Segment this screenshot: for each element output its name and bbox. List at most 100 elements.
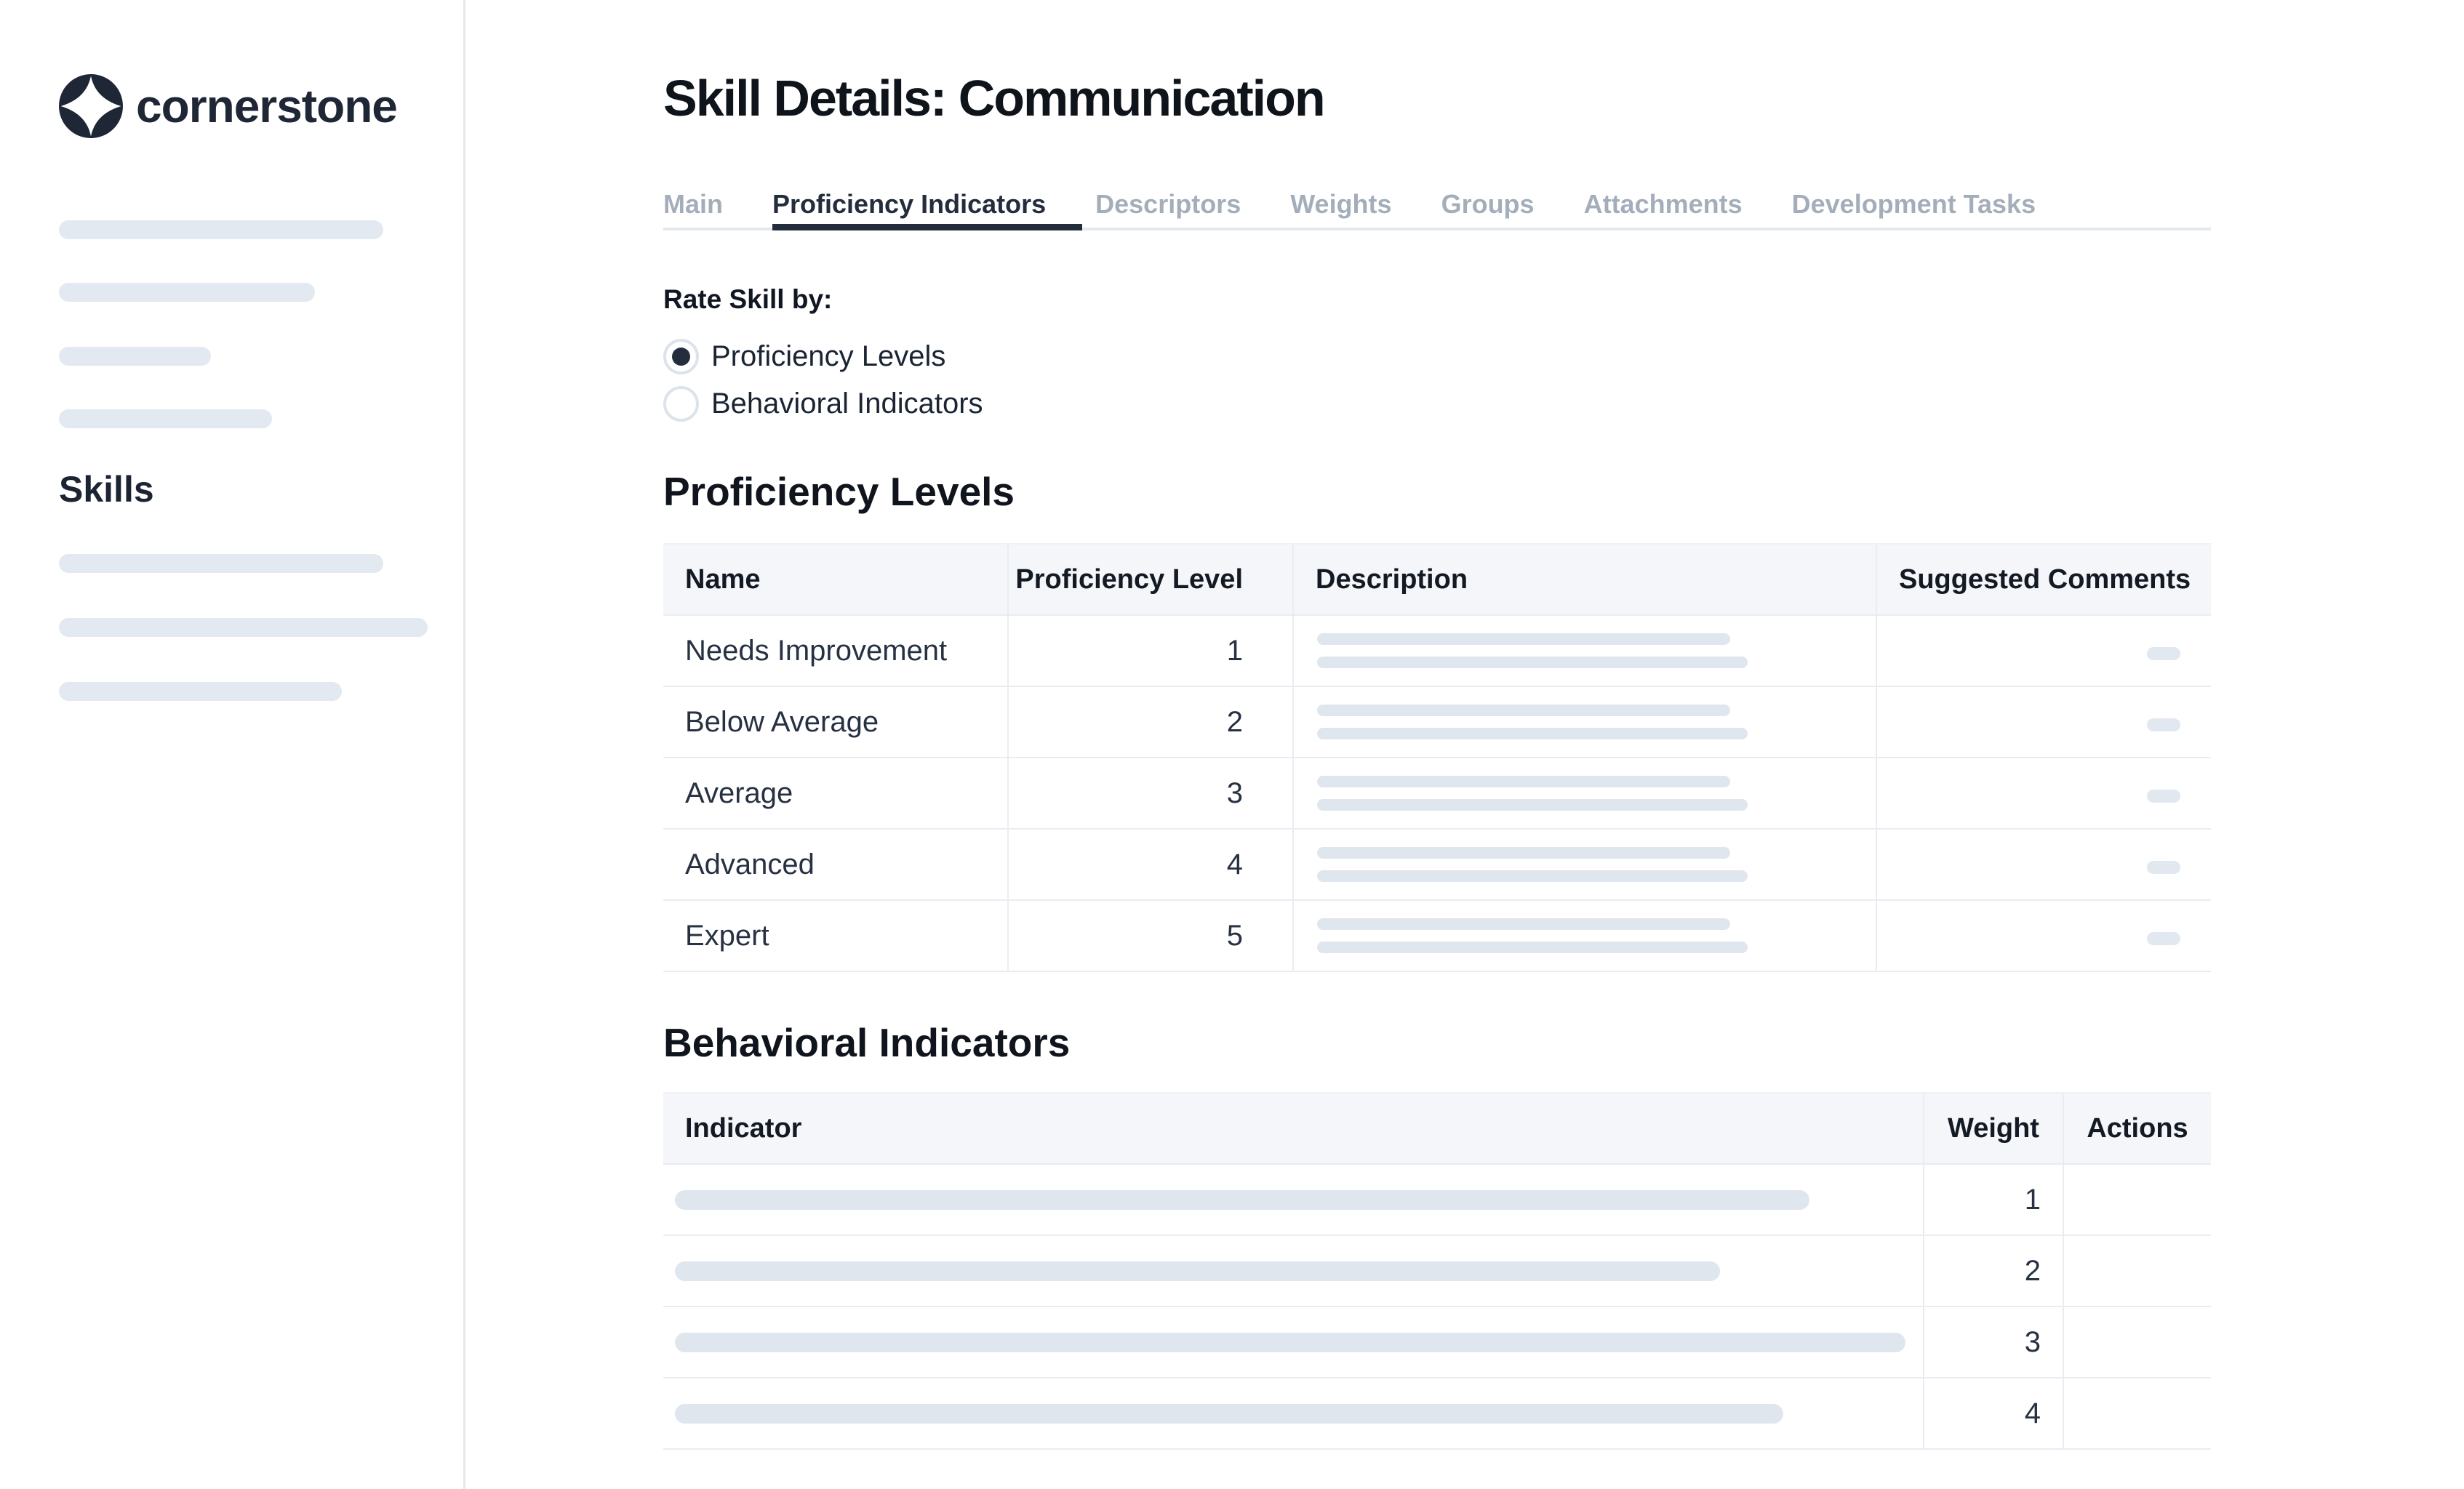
proficiency-level-value: 4 bbox=[1007, 829, 1293, 901]
tab-descriptors[interactable]: Descriptors bbox=[1095, 189, 1241, 219]
comment-placeholder-pill bbox=[2147, 646, 2180, 660]
sidebar-skills-placeholder bbox=[59, 682, 342, 701]
description-placeholder bbox=[1292, 615, 1876, 687]
sidebar-skills-placeholder bbox=[59, 554, 383, 573]
table-header-row: Indicator Weight Actions bbox=[663, 1092, 2211, 1165]
text-placeholder-bar bbox=[1317, 847, 1730, 859]
table-row: Average 3 bbox=[663, 758, 2211, 830]
text-placeholder-bar bbox=[675, 1332, 1905, 1352]
tab-bar: Main Proficiency Indicators Descriptors … bbox=[663, 191, 2211, 230]
column-header-name: Name bbox=[663, 543, 1008, 616]
proficiency-level-value: 1 bbox=[1007, 615, 1293, 687]
table-row: 4 bbox=[663, 1378, 2211, 1450]
comment-placeholder-pill bbox=[2147, 718, 2180, 731]
tab-weights[interactable]: Weights bbox=[1290, 189, 1392, 219]
suggested-comments-cell bbox=[1876, 686, 2211, 758]
radio-option-behavioral-indicators[interactable]: Behavioral Indicators bbox=[663, 385, 2211, 422]
proficiency-level-value: 2 bbox=[1007, 686, 1293, 758]
suggested-comments-cell bbox=[1876, 758, 2211, 830]
rate-skill-radio-group: Proficiency Levels Behavioral Indicators bbox=[663, 337, 2211, 422]
description-placeholder bbox=[1292, 758, 1876, 830]
radio-selected-dot bbox=[672, 347, 690, 366]
radio-option-proficiency-levels[interactable]: Proficiency Levels bbox=[663, 337, 2211, 375]
table-header-row: Name Proficiency Level Description Sugge… bbox=[663, 543, 2211, 616]
proficiency-name: Expert bbox=[663, 900, 1008, 972]
weight-value: 1 bbox=[1923, 1164, 2063, 1236]
text-placeholder-bar bbox=[1317, 728, 1748, 739]
text-placeholder-bar bbox=[1317, 633, 1730, 645]
text-placeholder-bar bbox=[1317, 942, 1748, 953]
radio-label: Behavioral Indicators bbox=[711, 388, 983, 420]
table-row: Below Average 2 bbox=[663, 686, 2211, 758]
weight-value: 4 bbox=[1923, 1378, 2063, 1450]
sidebar-nav-placeholder bbox=[59, 220, 383, 239]
text-placeholder-bar bbox=[1317, 918, 1730, 930]
main-content: Skill Details: Communication Main Profic… bbox=[663, 0, 2211, 1450]
indicator-placeholder-cell bbox=[663, 1378, 1924, 1450]
radio-button-behavioral-indicators[interactable] bbox=[663, 385, 699, 422]
rate-skill-by-label: Rate Skill by: bbox=[663, 284, 833, 314]
text-placeholder-bar bbox=[675, 1403, 1783, 1424]
radio-label: Proficiency Levels bbox=[711, 340, 946, 372]
sidebar-section-skills: Skills bbox=[59, 469, 154, 510]
actions-cell bbox=[2063, 1378, 2211, 1450]
app-logo[interactable]: cornerstone bbox=[59, 74, 398, 138]
weight-value: 3 bbox=[1923, 1307, 2063, 1378]
comment-placeholder-pill bbox=[2147, 860, 2180, 874]
suggested-comments-cell bbox=[1876, 615, 2211, 687]
column-header-description: Description bbox=[1292, 543, 1876, 616]
text-placeholder-bar bbox=[1317, 705, 1730, 716]
sidebar-nav-placeholder bbox=[59, 409, 272, 428]
table-row: Expert 5 bbox=[663, 900, 2211, 972]
text-placeholder-bar bbox=[1317, 657, 1748, 668]
table-row: 2 bbox=[663, 1235, 2211, 1307]
text-placeholder-bar bbox=[675, 1261, 1720, 1281]
suggested-comments-cell bbox=[1876, 829, 2211, 901]
proficiency-levels-heading: Proficiency Levels bbox=[663, 469, 1015, 514]
column-header-actions: Actions bbox=[2063, 1092, 2211, 1165]
description-placeholder bbox=[1292, 900, 1876, 972]
sidebar-nav-placeholder bbox=[59, 283, 315, 302]
proficiency-name: Below Average bbox=[663, 686, 1008, 758]
text-placeholder-bar bbox=[1317, 776, 1730, 787]
actions-cell bbox=[2063, 1164, 2211, 1236]
column-header-suggested-comments: Suggested Comments bbox=[1876, 543, 2211, 616]
text-placeholder-bar bbox=[1317, 799, 1748, 811]
behavioral-indicators-table: Indicator Weight Actions 1 2 3 bbox=[663, 1092, 2211, 1450]
table-row: 3 bbox=[663, 1307, 2211, 1378]
column-header-indicator: Indicator bbox=[663, 1092, 1924, 1165]
text-placeholder-bar bbox=[675, 1189, 1809, 1210]
tab-main[interactable]: Main bbox=[663, 189, 724, 219]
page-title: Skill Details: Communication bbox=[663, 70, 1326, 127]
proficiency-level-value: 3 bbox=[1007, 758, 1293, 830]
weight-value: 2 bbox=[1923, 1235, 2063, 1307]
table-row: Advanced 4 bbox=[663, 829, 2211, 901]
suggested-comments-cell bbox=[1876, 900, 2211, 972]
table-row: 1 bbox=[663, 1164, 2211, 1236]
text-placeholder-bar bbox=[1317, 870, 1748, 882]
tab-groups[interactable]: Groups bbox=[1441, 189, 1535, 219]
comment-placeholder-pill bbox=[2147, 789, 2180, 803]
tab-development-tasks[interactable]: Development Tasks bbox=[1791, 189, 2036, 219]
proficiency-name: Needs Improvement bbox=[663, 615, 1008, 687]
radio-button-proficiency-levels[interactable] bbox=[663, 338, 699, 374]
app-logo-wordmark: cornerstone bbox=[136, 80, 398, 132]
sidebar-nav-placeholder bbox=[59, 347, 211, 366]
proficiency-level-value: 5 bbox=[1007, 900, 1293, 972]
actions-cell bbox=[2063, 1235, 2211, 1307]
sidebar-skills-placeholder bbox=[59, 618, 428, 637]
proficiency-name: Average bbox=[663, 758, 1008, 830]
behavioral-indicators-heading: Behavioral Indicators bbox=[663, 1020, 1071, 1065]
tab-proficiency-indicators[interactable]: Proficiency Indicators bbox=[772, 191, 1083, 230]
sidebar: cornerstone Skills bbox=[0, 0, 465, 1489]
comment-placeholder-pill bbox=[2147, 931, 2180, 945]
column-header-weight: Weight bbox=[1923, 1092, 2063, 1165]
indicator-placeholder-cell bbox=[663, 1307, 1924, 1378]
indicator-placeholder-cell bbox=[663, 1235, 1924, 1307]
cornerstone-star-icon bbox=[59, 74, 123, 138]
indicator-placeholder-cell bbox=[663, 1164, 1924, 1236]
actions-cell bbox=[2063, 1307, 2211, 1378]
column-header-proficiency-level: Proficiency Level bbox=[1007, 543, 1293, 616]
proficiency-levels-table: Name Proficiency Level Description Sugge… bbox=[663, 543, 2211, 972]
tab-attachments[interactable]: Attachments bbox=[1583, 189, 1743, 219]
